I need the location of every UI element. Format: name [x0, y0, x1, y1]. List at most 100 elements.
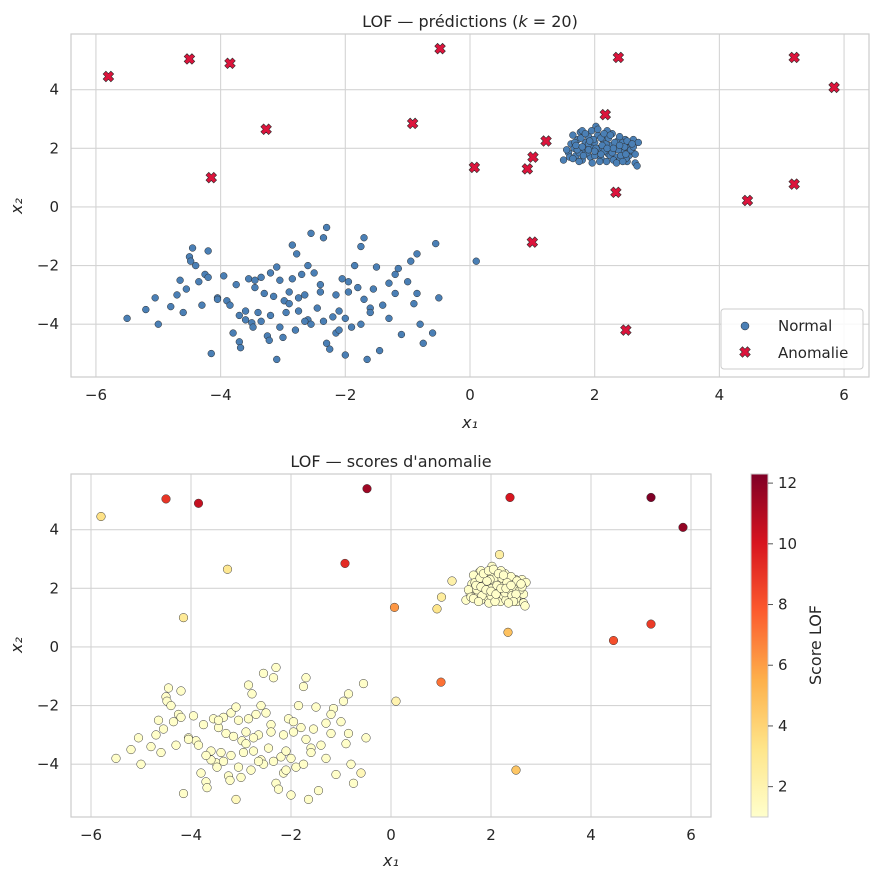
anomaly-point: [828, 81, 840, 94]
normal-point: [351, 261, 359, 270]
score-point: [176, 686, 186, 696]
normal-point: [273, 263, 281, 271]
chart1-frame: [70, 33, 870, 378]
score-point: [263, 743, 274, 753]
chart1-ytick-label: −2: [37, 257, 59, 275]
score-point: [133, 733, 144, 743]
colorbar-tick-label: 10: [778, 535, 797, 553]
normal-point: [472, 257, 480, 265]
score-point: [146, 742, 156, 752]
normal-point: [301, 317, 309, 325]
normal-point: [187, 257, 195, 265]
score-point: [301, 673, 311, 683]
normal-point: [142, 305, 150, 314]
chart1-ytick-label: 4: [49, 81, 59, 99]
score-point: [293, 701, 304, 711]
score-point: [216, 747, 226, 758]
score-point: [231, 794, 241, 804]
score-point: [313, 786, 324, 796]
chart2-ytick-label: 4: [49, 521, 59, 539]
score-point: [193, 498, 204, 508]
chart2-title: LOF — scores d'anomalie: [290, 452, 491, 471]
normal-point: [266, 311, 275, 320]
chart2-xtick-label: −6: [80, 826, 102, 844]
score-point: [436, 677, 446, 687]
score-point: [176, 712, 186, 722]
normal-point: [584, 146, 593, 154]
chart1-ytick-label: 0: [49, 198, 59, 216]
anomaly-point: [788, 178, 800, 190]
normal-point: [249, 323, 257, 331]
normal-point: [631, 150, 639, 158]
normal-point: [198, 301, 206, 309]
normal-point: [391, 270, 399, 279]
scores-chart: LOF — scores d'anomalie −6 −4 −2 0 2 4 6 −4 −2 0 2…: [7, 452, 825, 870]
score-point: [494, 550, 505, 560]
chart2-xtick-label: 6: [686, 826, 696, 844]
normal-point: [410, 300, 418, 308]
chart1-xlabel: x₁: [461, 413, 478, 432]
score-point: [153, 715, 164, 725]
chart2-xtick-label: −2: [280, 826, 302, 844]
normal-point: [335, 307, 343, 315]
normal-point: [366, 308, 374, 317]
score-point: [506, 580, 516, 590]
score-point: [348, 778, 359, 788]
normal-point: [273, 355, 281, 364]
normal-point: [301, 291, 309, 299]
score-point: [126, 745, 136, 755]
score-point: [253, 756, 264, 766]
score-point: [503, 598, 514, 608]
normal-point: [154, 320, 162, 328]
normal-point: [235, 311, 243, 320]
anomaly-point: [610, 186, 622, 199]
score-point: [246, 765, 256, 775]
normal-point: [123, 314, 131, 323]
normal-point: [167, 302, 175, 311]
normal-point: [245, 275, 253, 283]
score-point: [156, 747, 166, 758]
score-point: [491, 589, 501, 599]
normal-point: [379, 301, 387, 309]
normal-point: [304, 261, 312, 270]
anomaly-point: [260, 123, 272, 136]
chart2-xtick-label: −4: [180, 826, 202, 844]
score-point: [268, 756, 279, 766]
normal-point: [319, 317, 328, 325]
normal-point: [344, 288, 353, 296]
normal-point: [591, 147, 599, 155]
normal-point: [276, 323, 284, 331]
anomaly-point: [468, 161, 481, 174]
normal-point: [609, 144, 618, 152]
anomaly-marker: [599, 108, 612, 121]
score-point: [473, 596, 484, 607]
anomaly-point: [620, 324, 632, 336]
score-point: [303, 794, 314, 804]
normal-point: [236, 344, 245, 352]
normal-point: [332, 291, 340, 299]
normal-point: [316, 281, 325, 289]
score-point: [241, 739, 251, 749]
normal-point: [179, 308, 187, 317]
score-point: [233, 715, 244, 725]
score-point: [298, 759, 309, 769]
normal-point: [293, 250, 301, 258]
anomaly-point: [741, 194, 754, 207]
anomaly-point: [788, 51, 800, 64]
score-point: [251, 709, 261, 719]
score-point: [163, 683, 174, 693]
score-point: [183, 734, 194, 744]
normal-point: [265, 336, 273, 345]
normal-point: [432, 239, 440, 248]
score-point: [346, 759, 356, 769]
chart1-xtick-label: 6: [839, 386, 849, 404]
normal-point: [316, 288, 325, 296]
normal-point: [226, 301, 234, 309]
chart2-points: [96, 484, 688, 804]
anomaly-point: [540, 135, 552, 147]
normal-point: [602, 157, 611, 166]
legend-anomaly-marker: [739, 346, 751, 358]
normal-point: [435, 294, 443, 302]
score-point: [511, 765, 521, 775]
